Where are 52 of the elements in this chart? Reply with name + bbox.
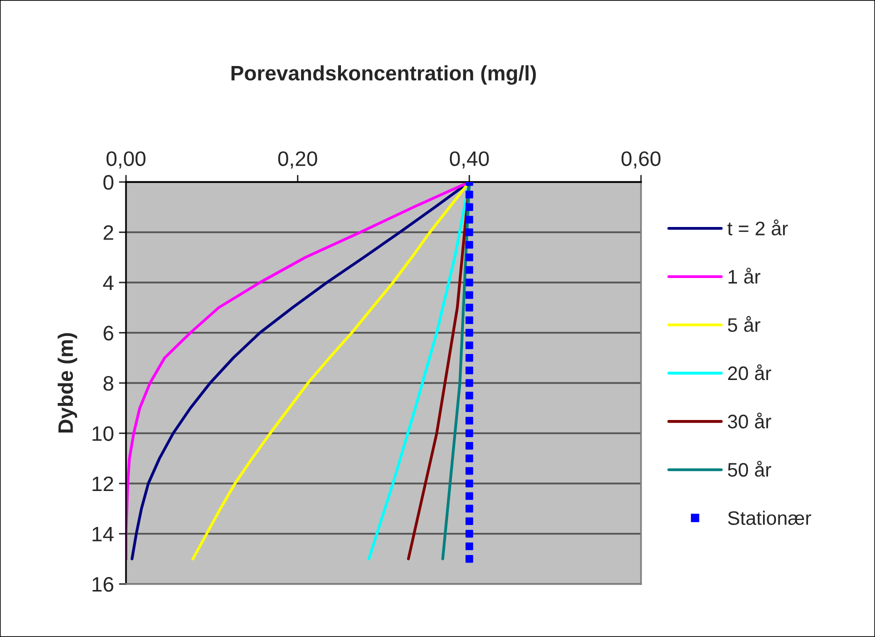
point [466,328,474,337]
y-tick-label: 12 [92,476,114,492]
x-tick-label: 0,00 [106,151,146,169]
y-tick-label: 10 [92,426,114,442]
point [466,266,474,274]
x-tick-label: 0,40 [450,151,489,169]
chart-title: Porevandskoncentration (mg/l) [232,65,536,85]
point [466,216,474,224]
point [466,404,474,412]
point [466,480,474,488]
legend-label: 5 år [728,316,760,332]
point [466,241,474,249]
legend-label: 20 år [728,364,772,380]
y-tick-label: 14 [92,526,114,542]
legend-label: 30 år [728,412,772,428]
point [466,254,474,262]
y-axis-title: Dybde (m) [58,333,78,433]
legend-label: 50 år [728,460,772,477]
x-tick-label: 0,20 [278,151,318,169]
point [466,467,474,475]
point [466,442,474,450]
point [466,342,474,350]
y-tick-label: 8 [104,376,114,391]
point [466,530,474,538]
point [466,504,474,512]
point [466,517,474,525]
legend-label: 1 år [728,268,760,284]
point [466,492,474,500]
point [466,429,474,438]
y-tick-label: 0 [103,175,114,190]
x-tick-label: 0,60 [622,151,660,169]
point [466,190,474,198]
point [466,416,474,424]
point [466,354,474,362]
point [466,203,474,211]
point [466,366,474,374]
point [466,379,474,387]
legend-label: Stationær [728,510,812,525]
point [466,542,474,550]
point [466,392,474,400]
point [466,316,474,324]
y-tick-label: 4 [103,276,114,290]
point [466,304,474,312]
point [466,228,474,236]
y-tick-label: 2 [104,225,114,240]
point [466,291,474,299]
point [466,555,474,563]
legend-label: t = 2 år [727,220,788,236]
point [466,454,474,462]
y-tick-label: 6 [104,326,114,341]
y-tick-label: 16 [92,577,114,592]
point [466,278,474,286]
